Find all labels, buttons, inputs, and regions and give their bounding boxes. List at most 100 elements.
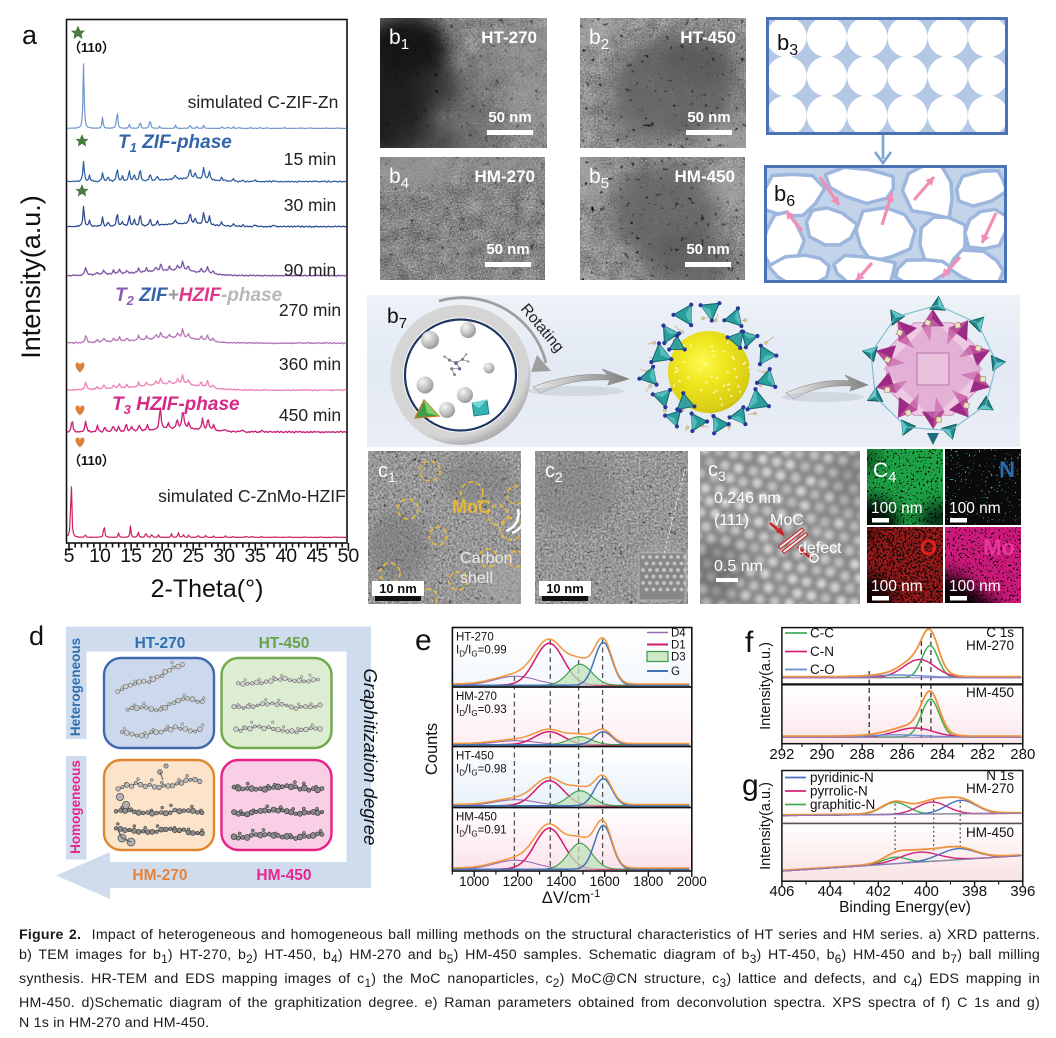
svg-text:D3: D3 [671, 652, 686, 664]
svg-text:280: 280 [1010, 746, 1035, 763]
svg-text:Graphitization degree: Graphitization degree [360, 669, 381, 846]
svg-text:2-Theta(°): 2-Theta(°) [151, 575, 264, 603]
svg-text:HM-270: HM-270 [475, 167, 535, 186]
svg-text:406: 406 [769, 883, 794, 900]
svg-text:270 min: 270 min [279, 300, 341, 320]
svg-text:MoC: MoC [452, 497, 491, 517]
svg-text:284: 284 [930, 746, 955, 763]
svg-text:d: d [29, 621, 44, 651]
svg-text:15 min: 15 min [284, 149, 337, 169]
svg-text:292: 292 [769, 746, 794, 763]
svg-text:50 nm: 50 nm [488, 109, 531, 126]
svg-text:HM-270: HM-270 [966, 638, 1014, 653]
svg-text:a: a [22, 20, 38, 50]
svg-text:398: 398 [962, 883, 987, 900]
svg-text:100 nm: 100 nm [871, 500, 923, 517]
svg-text:Binding Energy(ev): Binding Energy(ev) [839, 899, 971, 916]
svg-text:T2 ZIF+HZIF-phase: T2 ZIF+HZIF-phase [115, 285, 283, 308]
svg-text:e: e [415, 624, 432, 657]
svg-text:HM-270: HM-270 [966, 781, 1014, 796]
svg-text:50 nm: 50 nm [486, 241, 529, 258]
svg-text:HM-450: HM-450 [966, 825, 1014, 840]
svg-text:HT-450: HT-450 [259, 635, 310, 652]
svg-text:T1 ZIF-phase: T1 ZIF-phase [118, 132, 232, 155]
svg-text:288: 288 [850, 746, 875, 763]
svg-text:400: 400 [914, 883, 939, 900]
svg-text:ID/IG=0.99: ID/IG=0.99 [456, 645, 507, 659]
svg-text:Intensity(a.u.): Intensity(a.u.) [758, 782, 774, 870]
svg-text:HM-450: HM-450 [675, 167, 735, 186]
svg-text:2000: 2000 [677, 874, 707, 889]
svg-text:C 1s: C 1s [986, 625, 1014, 640]
svg-text:50: 50 [338, 545, 360, 567]
svg-text:HM-450: HM-450 [456, 812, 497, 824]
svg-text:404: 404 [818, 883, 843, 900]
svg-text:pyrrolic-N: pyrrolic-N [810, 784, 868, 799]
svg-text:MoC: MoC [770, 512, 804, 529]
svg-text:402: 402 [866, 883, 891, 900]
svg-text:D4: D4 [671, 628, 686, 640]
svg-text:396: 396 [1010, 883, 1035, 900]
svg-text:450 min: 450 min [279, 405, 341, 425]
svg-text:286: 286 [890, 746, 915, 763]
svg-text:20: 20 [151, 545, 173, 567]
svg-text:O: O [920, 535, 937, 560]
svg-text:D1: D1 [671, 640, 686, 652]
svg-text:defect: defect [798, 540, 842, 557]
svg-text:HM-270: HM-270 [456, 691, 497, 703]
svg-text:shell: shell [460, 570, 493, 587]
svg-text:Carbon: Carbon [460, 550, 512, 567]
svg-text:ID/IG=0.93: ID/IG=0.93 [456, 704, 507, 718]
svg-text:0.5 nm: 0.5 nm [714, 558, 763, 575]
svg-text:1000: 1000 [459, 874, 489, 889]
svg-text:90 min: 90 min [284, 260, 337, 280]
svg-text:50 nm: 50 nm [687, 109, 730, 126]
svg-text:1200: 1200 [503, 874, 533, 889]
svg-text:T3 HZIF-phase: T3 HZIF-phase [112, 394, 240, 417]
svg-text:HT-270: HT-270 [135, 635, 186, 652]
svg-text:50 nm: 50 nm [686, 241, 729, 258]
svg-text:1600: 1600 [590, 874, 620, 889]
svg-text:HM-450: HM-450 [966, 685, 1014, 700]
svg-text:ID/IG=0.98: ID/IG=0.98 [456, 764, 507, 778]
svg-text:10 nm: 10 nm [379, 581, 417, 596]
svg-text:C-O: C-O [810, 662, 835, 677]
svg-text:N 1s: N 1s [986, 768, 1014, 783]
svg-text:100 nm: 100 nm [871, 578, 923, 595]
svg-text:pyridinic-N: pyridinic-N [810, 770, 874, 785]
svg-text:Homogeneous: Homogeneous [68, 760, 83, 854]
svg-text:（110）: （110） [68, 40, 115, 55]
svg-text:(111): (111) [714, 512, 749, 529]
svg-text:282: 282 [970, 746, 995, 763]
svg-text:simulated C-ZIF-Zn: simulated C-ZIF-Zn [188, 92, 339, 112]
svg-text:100 nm: 100 nm [949, 500, 1001, 517]
svg-text:25: 25 [182, 545, 204, 567]
svg-text:C-N: C-N [810, 644, 834, 659]
svg-text:N: N [999, 457, 1015, 482]
svg-text:0.246 nm: 0.246 nm [714, 490, 781, 507]
svg-text:f: f [745, 626, 754, 659]
svg-text:HT-450: HT-450 [680, 28, 736, 47]
svg-text:5: 5 [64, 545, 75, 567]
svg-text:HM-450: HM-450 [256, 867, 311, 884]
svg-text:1400: 1400 [546, 874, 576, 889]
svg-text:Heterogeneous: Heterogeneous [68, 638, 83, 736]
svg-text:1800: 1800 [633, 874, 663, 889]
svg-text:Mo: Mo [983, 535, 1015, 560]
svg-text:G: G [671, 666, 680, 678]
svg-text:ΔV/cm-1: ΔV/cm-1 [542, 888, 600, 907]
svg-text:360 min: 360 min [279, 354, 341, 374]
svg-text:10 nm: 10 nm [546, 581, 584, 596]
svg-text:graphitic-N: graphitic-N [810, 797, 875, 812]
svg-text:30 min: 30 min [284, 195, 337, 215]
svg-text:（110）: （110） [68, 453, 115, 468]
svg-text:HT-450: HT-450 [456, 751, 494, 763]
svg-text:35: 35 [244, 545, 266, 567]
svg-text:Counts: Counts [423, 723, 441, 775]
svg-text:Intensity(a.u.): Intensity(a.u.) [16, 195, 46, 359]
svg-text:100 nm: 100 nm [949, 578, 1001, 595]
svg-text:HM-270: HM-270 [132, 867, 187, 884]
svg-text:g: g [742, 769, 759, 802]
svg-text:30: 30 [213, 545, 235, 567]
svg-text:10: 10 [89, 545, 111, 567]
